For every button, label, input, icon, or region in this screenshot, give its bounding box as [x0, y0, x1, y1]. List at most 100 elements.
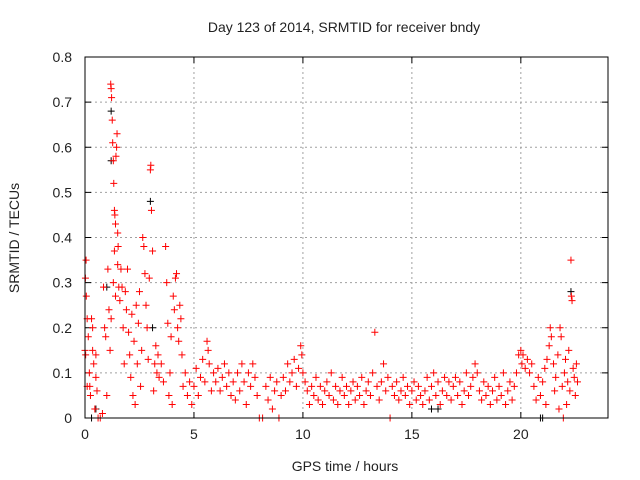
data-point-plus [145, 274, 153, 282]
data-point-plus [449, 382, 457, 390]
data-point-plus [332, 382, 340, 390]
data-point-plus [443, 391, 451, 399]
data-point-plus [546, 324, 554, 332]
data-point-plus [82, 256, 90, 264]
data-point-plus [135, 288, 143, 296]
data-point-plus [528, 360, 536, 368]
data-point-plus [240, 378, 248, 386]
data-point-plus [218, 373, 226, 381]
data-point-plus [436, 400, 444, 408]
data-point-plus [427, 382, 435, 390]
data-point-plus [181, 369, 189, 377]
data-point-plus [112, 292, 120, 300]
data-point-plus [462, 369, 470, 377]
data-point-plus [550, 360, 558, 368]
data-point-plus [351, 396, 359, 404]
data-point-plus [447, 396, 455, 404]
data-point-plus [155, 373, 163, 381]
data-point-plus [242, 400, 250, 408]
data-point-plus [564, 378, 572, 386]
data-point-plus [220, 360, 228, 368]
data-point-plus [101, 324, 109, 332]
data-point-plus [325, 391, 333, 399]
data-point-plus [517, 346, 525, 354]
data-point-plus [499, 369, 507, 377]
data-point-plus [133, 360, 141, 368]
grid [85, 57, 608, 418]
data-point-plus [121, 288, 129, 296]
y-tick-label: 0.5 [53, 184, 73, 200]
data-point-plus [86, 391, 94, 399]
x-axis-label: GPS time / hours [292, 458, 399, 474]
data-point-plus [144, 355, 152, 363]
data-point-plus [175, 337, 183, 345]
data-point-plus [86, 382, 94, 390]
data-point-plus [495, 382, 503, 390]
data-point-plus [151, 360, 159, 368]
data-point-plus [314, 396, 322, 404]
data-point-plus [264, 396, 272, 404]
data-point-plus [329, 396, 337, 404]
data-point-plus [489, 387, 497, 395]
data-point-plus [388, 382, 396, 390]
data-point-plus [163, 279, 171, 287]
data-point-plus [469, 373, 477, 381]
data-point-plus [103, 391, 111, 399]
y-tick-label: 0.2 [53, 320, 73, 336]
data-point-plus [373, 382, 381, 390]
data-point-plus [421, 387, 429, 395]
data-point-plus [441, 373, 449, 381]
data-point-plus [393, 378, 401, 386]
data-point-plus [506, 378, 514, 386]
data-point-plus [404, 382, 412, 390]
data-point-plus [288, 369, 296, 377]
data-point-plus [510, 382, 518, 390]
data-point-plus [134, 319, 142, 327]
data-point-plus [98, 409, 106, 417]
data-point-plus [323, 378, 331, 386]
data-point-plus [92, 351, 100, 359]
data-point-plus [371, 328, 379, 336]
data-point-plus [262, 382, 270, 390]
data-point-plus [480, 378, 488, 386]
data-point-plus [111, 211, 119, 219]
data-point-plus [188, 400, 196, 408]
data-point-plus [118, 283, 126, 291]
data-point-plus [539, 378, 547, 386]
data-point-plus [399, 373, 407, 381]
data-point-plus [366, 391, 374, 399]
x-tick-label: 10 [295, 426, 311, 442]
data-point-plus [236, 387, 244, 395]
data-point-plus [362, 387, 370, 395]
data-point-plus [142, 301, 150, 309]
data-point-plus [277, 391, 285, 399]
data-point-plus [552, 373, 560, 381]
data-point-plus [107, 85, 115, 93]
data-point-plus [214, 364, 222, 372]
data-point-plus [110, 247, 118, 255]
y-tick-label: 0.8 [53, 49, 73, 65]
data-point-plus [566, 387, 574, 395]
data-point-plus [532, 396, 540, 404]
data-point-plus [484, 382, 492, 390]
data-point-plus [286, 378, 294, 386]
data-point-plus [523, 355, 531, 363]
data-point-plus [312, 373, 320, 381]
data-point-plus [82, 292, 90, 300]
data-point-plus [560, 369, 568, 377]
data-point-plus [412, 396, 420, 404]
data-point-plus [216, 387, 224, 395]
data-point-plus [178, 351, 186, 359]
data-point-plus [268, 405, 276, 413]
data-point-plus [168, 400, 176, 408]
data-point-plus [345, 400, 353, 408]
data-point-plus [497, 391, 505, 399]
data-point-plus [120, 360, 128, 368]
chart-title: Day 123 of 2014, SRMTID for receiver bnd… [208, 19, 480, 35]
data-point-plus [295, 364, 303, 372]
data-point-plus [551, 387, 559, 395]
data-point-plus [112, 220, 120, 228]
data-point-plus [105, 306, 113, 314]
data-point-plus [92, 373, 100, 381]
x-tick-label: 20 [513, 426, 529, 442]
